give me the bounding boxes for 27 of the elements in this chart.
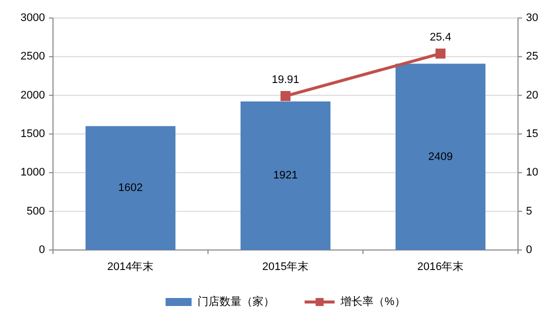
y-tick-label: 2500: [20, 50, 45, 63]
y-tick-label: 2000: [20, 89, 45, 102]
data-label: 19.91: [272, 74, 300, 86]
x-tick-label: 2014年末: [107, 260, 154, 273]
y2-tick-label: 10: [526, 166, 538, 179]
bar: [240, 101, 330, 250]
y-tick-label: 3000: [20, 12, 45, 24]
y-tick-label: 0: [38, 244, 45, 256]
y2-tick-label: 5: [526, 205, 532, 218]
data-label: 1921: [273, 170, 298, 182]
y2-tick-label: 15: [526, 128, 538, 140]
y2-tick-label: 0: [526, 244, 532, 256]
data-label: 25.4: [430, 32, 452, 44]
legend-label: 增长率（%）: [340, 295, 406, 308]
bar: [396, 64, 486, 250]
bar: [86, 126, 176, 250]
y2-tick-label: 30: [526, 12, 538, 24]
y2-tick-label: 25: [526, 50, 538, 63]
data-label: 2409: [428, 150, 453, 163]
legend-label: 门店数量（家）: [198, 295, 275, 308]
data-label: 1602: [118, 182, 143, 194]
x-tick-label: 2015年末: [262, 260, 309, 273]
y-tick-label: 500: [26, 205, 45, 218]
y-tick-label: 1000: [20, 166, 45, 179]
y-tick-label: 1500: [20, 128, 45, 140]
x-tick-label: 2016年末: [417, 260, 464, 273]
y2-tick-label: 20: [526, 89, 538, 102]
